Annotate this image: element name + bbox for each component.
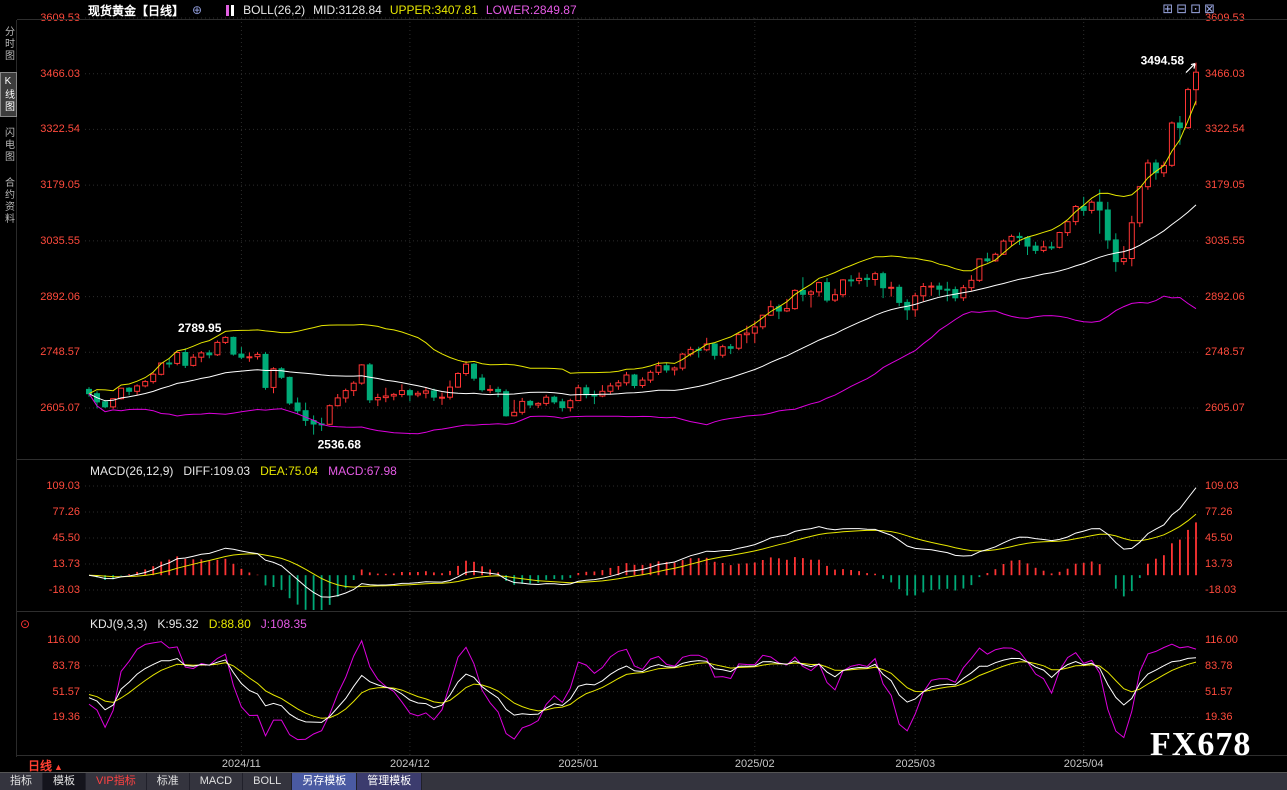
macd-kdj-divider	[17, 611, 1287, 612]
bottom-toolbar: 指标 模板 VIP指标 标准 MACD BOLL 另存模板 管理模板	[0, 772, 1287, 790]
pane-layout-grid-icon[interactable]: ⊞	[1162, 1, 1174, 16]
instrument-title: 现货黄金【日线】	[88, 3, 185, 18]
fx678-watermark: FX678	[1150, 726, 1252, 763]
x-axis-month-label: 2024/12	[389, 758, 430, 770]
sidebar-tab-contract-info[interactable]: 合约资料	[2, 177, 14, 225]
window-layout-controls: ⊞ ⊟ ⊡ ⊠	[1162, 2, 1215, 16]
chart-type-sidebar: 分时图 K线图 闪电图 合约资料	[0, 20, 17, 757]
macd-dea-value: DEA:75.04	[260, 464, 319, 478]
toolbar-item-indicator[interactable]: 指标	[0, 773, 43, 790]
svg-text:3494.58: 3494.58	[1141, 54, 1185, 68]
kdj-indicator-label: KDJ(9,3,3)	[90, 617, 148, 631]
kdj-settings-icon[interactable]: ⊙	[20, 617, 31, 631]
period-label: 日线	[28, 759, 53, 773]
macd-macd-value: MACD:67.98	[328, 464, 397, 478]
x-axis-month-label: 2024/11	[221, 758, 261, 770]
toolbar-item-boll[interactable]: BOLL	[243, 773, 293, 790]
macd-diff-value: DIFF:109.03	[183, 464, 251, 478]
x-axis-month-label: 2025/02	[734, 758, 775, 770]
sidebar-tab-lightning-chart[interactable]: 闪电图	[2, 127, 14, 163]
pane-layout-single-icon[interactable]: ⊡	[1190, 1, 1202, 16]
svg-text:2789.95: 2789.95	[178, 321, 222, 335]
kdj-timeline-divider	[17, 755, 1287, 756]
toolbar-item-manage-template[interactable]: 管理模板	[357, 773, 423, 790]
kdj-panel-header: KDJ(9,3,3) K:95.32 D:88.80 J:108.35	[90, 617, 307, 631]
macd-panel-header: MACD(26,12,9) DIFF:109.03 DEA:75.04 MACD…	[90, 464, 397, 478]
dropdown-triangle-icon: ▲	[54, 762, 63, 772]
add-instrument-icon[interactable]: ⊕	[192, 3, 203, 17]
toolbar-item-standard[interactable]: 标准	[147, 773, 190, 790]
period-selector[interactable]: 日线 ▲	[28, 757, 63, 774]
topbar: 现货黄金【日线】 ⊕ BOLL(26,2) MID:3128.84 UPPER:…	[0, 0, 1287, 20]
x-axis-row: 日线 ▲ 2024/11 2024/12 2025/01 2025/02 2025/03 2…	[0, 757, 1287, 774]
kdj-j-value: J:108.35	[260, 617, 307, 631]
sidebar-tab-kline-chart[interactable]: K线图	[0, 72, 17, 117]
kline-mini-icon	[226, 4, 236, 16]
boll-lower-value: LOWER:2849.87	[485, 3, 577, 17]
price-macd-divider	[17, 459, 1287, 460]
kdj-k-value: K:95.32	[157, 617, 199, 631]
macd-indicator-label: MACD(26,12,9)	[90, 464, 174, 478]
boll-indicator-label: BOLL(26,2)	[243, 3, 306, 17]
toolbar-item-macd[interactable]: MACD	[190, 773, 244, 790]
kdj-d-value: D:88.80	[208, 617, 251, 631]
pane-layout-split-icon[interactable]: ⊟	[1176, 1, 1188, 16]
sidebar-tab-time-chart[interactable]: 分时图	[2, 26, 14, 62]
toolbar-item-template[interactable]: 模板	[43, 773, 86, 790]
toolbar-item-vip-indicator[interactable]: VIP指标	[86, 773, 147, 790]
boll-upper-value: UPPER:3407.81	[389, 3, 478, 17]
x-axis-month-label: 2025/04	[1063, 758, 1104, 770]
svg-text:2536.68: 2536.68	[318, 438, 362, 452]
x-axis-month-label: 2025/03	[895, 758, 936, 770]
boll-mid-value: MID:3128.84	[313, 3, 382, 17]
topbar-divider	[17, 19, 1287, 20]
x-axis-month-label: 2025/01	[558, 758, 599, 770]
toolbar-item-save-template[interactable]: 另存模板	[292, 773, 358, 790]
pane-layout-close-icon[interactable]: ⊠	[1204, 1, 1215, 16]
